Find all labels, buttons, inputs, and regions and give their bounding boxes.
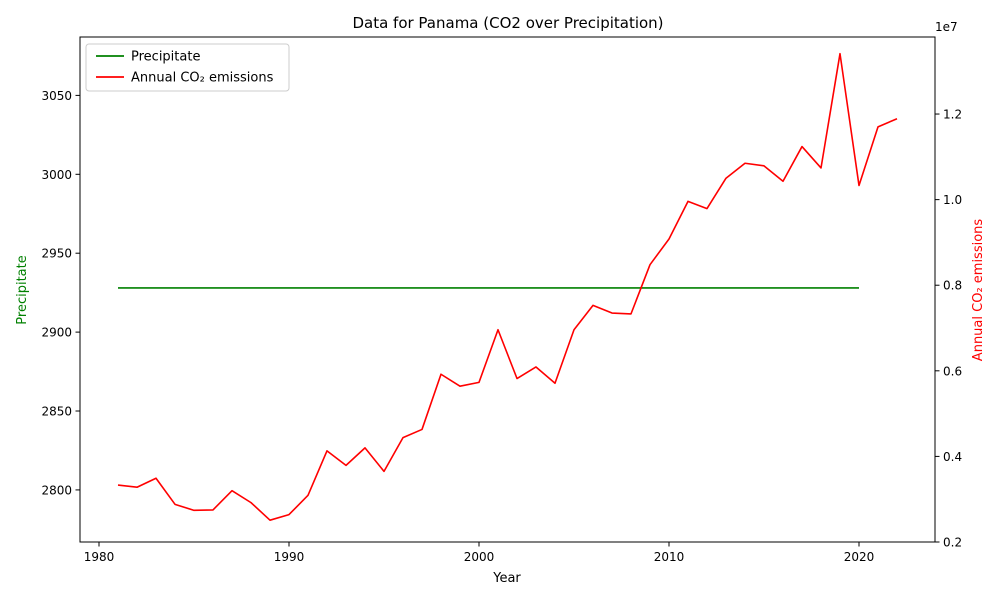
y-right-tick-label: 0.2 [943,536,962,550]
y-axis-right: 0.2 0.4 0.6 0.8 1.0 1.2 [935,108,962,550]
y-left-tick-label: 2900 [41,326,72,340]
chart-title: Data for Panama (CO2 over Precipitation) [352,14,663,32]
plot-area [117,52,898,521]
y-left-tick-label: 3000 [41,168,72,182]
y-right-tick-label: 0.8 [943,279,962,293]
series-line-co2-emissions [117,52,898,521]
y-left-tick-label: 3050 [41,89,72,103]
legend: Precipitate Annual CO₂ emissions [85,43,290,92]
x-axis: 1980 1990 2000 2010 2020 [84,542,875,564]
right-axis-offset-label: 1e7 [935,20,958,34]
y-axis-right-label: Annual CO₂ emissions [971,219,986,362]
legend-label-precipitate: Precipitate [131,50,200,65]
x-tick-label: 1980 [84,550,115,564]
legend-label-co2: Annual CO₂ emissions [131,71,274,86]
y-right-tick-label: 0.4 [943,450,962,464]
y-right-tick-label: 1.2 [943,108,962,122]
legend-frame [85,43,290,92]
x-tick-label: 2010 [654,550,685,564]
y-axis-left: 2800 2850 2900 2950 3000 3050 [41,89,80,497]
plot-frame [79,36,936,543]
x-tick-label: 1990 [274,550,305,564]
y-left-tick-label: 2850 [41,405,72,419]
y-right-tick-label: 1.0 [943,193,962,207]
x-axis-label: Year [492,571,521,586]
y-right-tick-label: 0.6 [943,364,962,378]
y-left-tick-label: 2800 [41,483,72,497]
y-left-tick-label: 2950 [41,247,72,261]
x-tick-label: 2020 [844,550,875,564]
x-tick-label: 2000 [464,550,495,564]
y-axis-left-label: Precipitate [15,255,30,324]
